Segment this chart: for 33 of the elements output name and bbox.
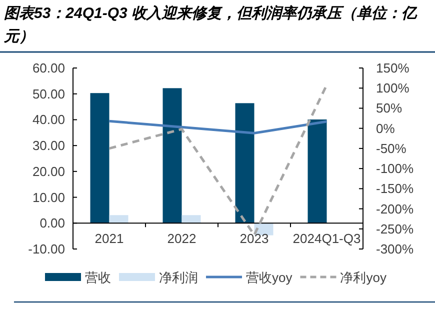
- legend-label: 净利yoy: [340, 270, 387, 285]
- y2-tick-label: 50%: [376, 100, 402, 116]
- y2-tick-label: -150%: [376, 181, 414, 196]
- y2-tick-label: 0%: [376, 120, 396, 136]
- y-tick-label: 0.00: [40, 216, 65, 231]
- y-tick-label: 40.00: [32, 112, 65, 128]
- legend-label: 营收yoy: [246, 270, 293, 285]
- y2-tick-label: 150%: [376, 60, 410, 76]
- x-tick-label: 2022: [167, 231, 196, 246]
- bar: [235, 103, 254, 224]
- x-tick-label: 2021: [94, 231, 124, 246]
- bar: [308, 119, 327, 224]
- chart-title: 图表53：24Q1-Q3 收入迎来修复，但利润率仍承压（单位：亿元）: [4, 4, 418, 47]
- y-tick-label: -10.00: [28, 242, 65, 256]
- y2-tick-label: 100%: [376, 80, 410, 96]
- bar: [182, 215, 201, 224]
- bar: [109, 215, 128, 224]
- y2-tick-label: -50%: [376, 140, 407, 156]
- y-tick-label: 10.00: [32, 190, 65, 205]
- y-tick-label: 30.00: [32, 138, 65, 154]
- y2-tick-label: -200%: [376, 201, 414, 216]
- legend-label: 营收: [85, 270, 111, 285]
- y-tick-label: 50.00: [32, 86, 65, 102]
- y2-tick-label: -300%: [376, 242, 414, 256]
- y-tick-label: 20.00: [32, 164, 65, 179]
- y2-tick-label: -100%: [376, 161, 414, 176]
- y2-tick-label: -250%: [376, 221, 414, 236]
- x-tick-label: 2024Q1-Q3: [292, 231, 361, 246]
- legend-label: 净利润: [159, 270, 198, 285]
- x-tick-label: 2023: [240, 231, 269, 246]
- bar: [162, 88, 182, 224]
- bar: [90, 93, 110, 224]
- y-tick-label: 60.00: [32, 60, 65, 76]
